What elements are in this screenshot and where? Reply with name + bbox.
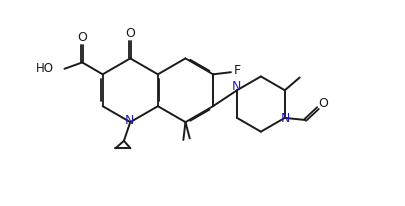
Text: O: O (77, 31, 87, 44)
Text: N: N (281, 112, 290, 125)
Text: N: N (232, 80, 241, 93)
Text: HO: HO (35, 62, 53, 75)
Text: O: O (318, 97, 328, 110)
Text: O: O (125, 27, 135, 40)
Text: N: N (125, 114, 134, 127)
Text: F: F (233, 64, 241, 77)
